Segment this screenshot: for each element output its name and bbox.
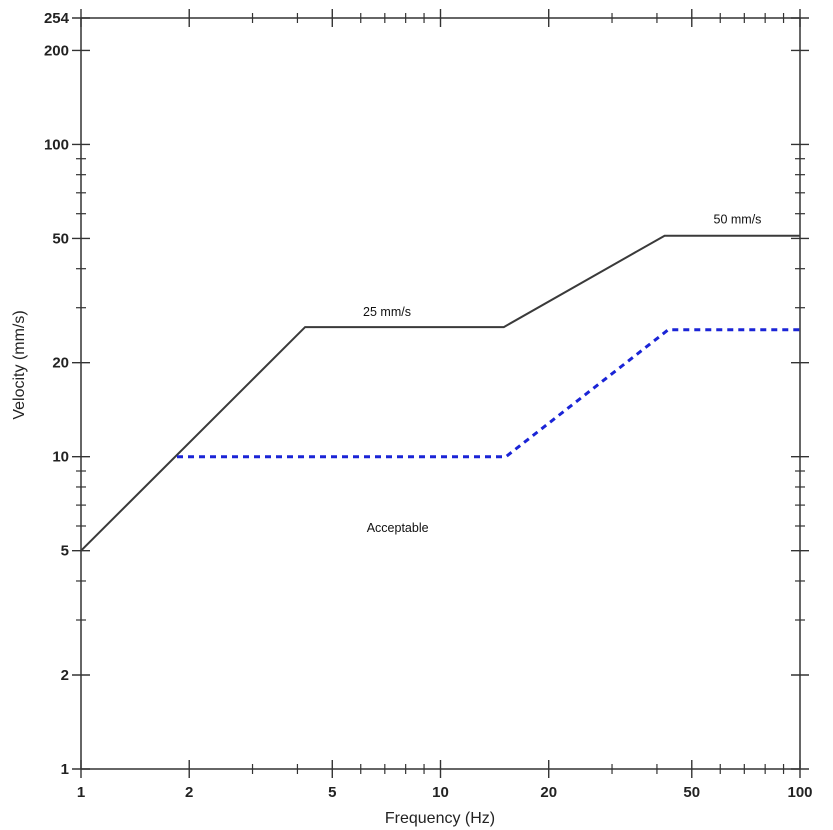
y-tick-label: 254 bbox=[44, 10, 70, 27]
y-tick-labels: 1 2 5 10 20 50 100 200 254 bbox=[44, 10, 70, 778]
annotations: 25 mm/s 50 mm/s Acceptable bbox=[363, 213, 761, 535]
plot-frame bbox=[80, 17, 801, 770]
x-tick-label: 10 bbox=[432, 784, 449, 801]
dashed-limit-line bbox=[177, 328, 800, 459]
y-tick-label: 100 bbox=[44, 136, 69, 153]
axis-ticks bbox=[72, 9, 809, 778]
y-tick-label: 2 bbox=[61, 667, 69, 684]
x-tick-label: 50 bbox=[683, 784, 700, 801]
x-tick-labels: 1 2 5 10 20 50 100 bbox=[77, 784, 813, 801]
annotation-label: 50 mm/s bbox=[714, 213, 762, 227]
y-tick-label: 10 bbox=[52, 449, 69, 466]
annotation-label: Acceptable bbox=[367, 521, 429, 535]
solid-limit-line bbox=[80, 234, 800, 552]
y-axis-title: Velocity (mm/s) bbox=[11, 310, 28, 419]
x-tick-label: 20 bbox=[540, 784, 557, 801]
x-tick-label: 5 bbox=[328, 784, 336, 801]
x-tick-label: 100 bbox=[787, 784, 812, 801]
data-series bbox=[80, 234, 800, 552]
x-tick-label: 2 bbox=[185, 784, 193, 801]
x-axis-title: Frequency (Hz) bbox=[385, 810, 495, 827]
y-tick-label: 5 bbox=[61, 543, 69, 560]
y-tick-label: 1 bbox=[61, 761, 69, 778]
annotation-label: 25 mm/s bbox=[363, 305, 411, 319]
x-tick-label: 1 bbox=[77, 784, 85, 801]
y-tick-label: 20 bbox=[52, 355, 69, 372]
y-tick-label: 50 bbox=[52, 230, 69, 247]
y-tick-label: 200 bbox=[44, 42, 69, 59]
